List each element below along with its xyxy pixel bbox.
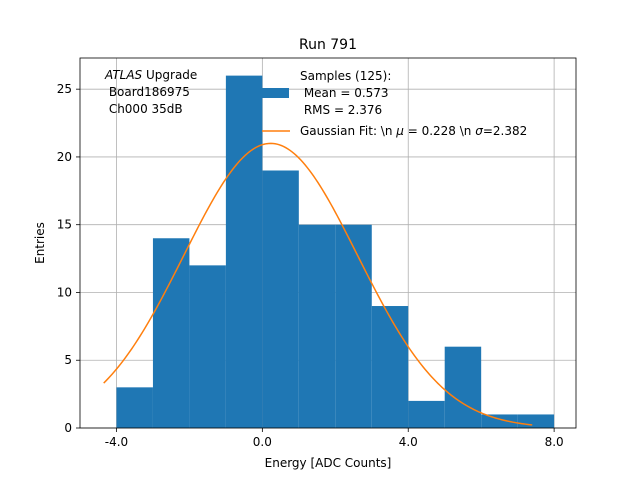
- histogram-bar-5: [298, 224, 336, 428]
- chart-title: Run 791: [299, 37, 357, 53]
- histogram-bar-8: [408, 400, 445, 428]
- histogram-bar-11: [517, 414, 555, 428]
- plot-frame: [79, 57, 577, 429]
- x-tick-label-2: 4.0: [399, 435, 418, 449]
- histogram-bar-2: [189, 265, 226, 428]
- histogram-bar-3: [225, 75, 263, 428]
- legend-fit-suffix: =2.382: [483, 124, 527, 138]
- histogram-bar-1: [152, 238, 190, 428]
- y-axis-label: Entries: [33, 222, 47, 264]
- y-tick-label-2: 10: [57, 285, 72, 299]
- gaussian-fit-curve: [103, 142, 533, 426]
- y-tick-label-0: 0: [64, 421, 72, 435]
- legend-fit-label: Gaussian Fit: \n μ = 0.228 \n σ=2.382: [300, 124, 527, 138]
- legend-fit-sigma-symbol: σ: [475, 124, 483, 138]
- x-tick-label-0: -4.0: [105, 435, 128, 449]
- atlas-label: ATLAS: [104, 68, 143, 82]
- histogram-bar-6: [335, 224, 372, 428]
- x-axis-ticks: -4.0 0.0 4.0 8.0: [105, 428, 564, 449]
- histogram-bar-7: [371, 306, 409, 428]
- x-tick-label-3: 8.0: [545, 435, 564, 449]
- legend-samples-mean: Mean = 0.573: [300, 86, 389, 100]
- histogram-bar-4: [262, 170, 299, 428]
- histogram-bar-9: [444, 346, 482, 428]
- legend-histogram-swatch: [262, 88, 289, 98]
- channel-label: Ch000 35dB: [105, 102, 183, 116]
- y-tick-label-1: 5: [64, 353, 72, 367]
- x-tick-label-1: 0.0: [253, 435, 272, 449]
- x-axis-label: Energy [ADC Counts]: [265, 456, 392, 470]
- histogram-bars: [116, 75, 555, 428]
- legend-samples-rms: RMS = 2.376: [300, 103, 382, 117]
- board-label: Board186975: [105, 85, 190, 99]
- legend-samples-count: Samples (125):: [300, 69, 391, 83]
- legend-fit-mu-symbol: μ: [395, 124, 404, 138]
- y-tick-label-4: 20: [57, 150, 72, 164]
- atlas-annotation: ATLAS Upgrade Board186975 Ch000 35dB: [104, 68, 197, 116]
- upgrade-label: Upgrade: [142, 68, 197, 82]
- y-tick-label-5: 25: [57, 82, 72, 96]
- histogram-bar-0: [116, 387, 153, 428]
- histogram-bar-10: [481, 414, 518, 428]
- legend-fit-mid: = 0.228 \n: [404, 124, 475, 138]
- y-axis-ticks: 0 5 10 15 20 25: [57, 82, 80, 435]
- y-tick-label-3: 15: [57, 218, 72, 232]
- atlas-annotation-line1: ATLAS Upgrade: [104, 68, 197, 82]
- legend-fit-prefix: Gaussian Fit: \n: [300, 124, 396, 138]
- legend: Samples (125): Mean = 0.573 RMS = 2.376 …: [262, 69, 527, 138]
